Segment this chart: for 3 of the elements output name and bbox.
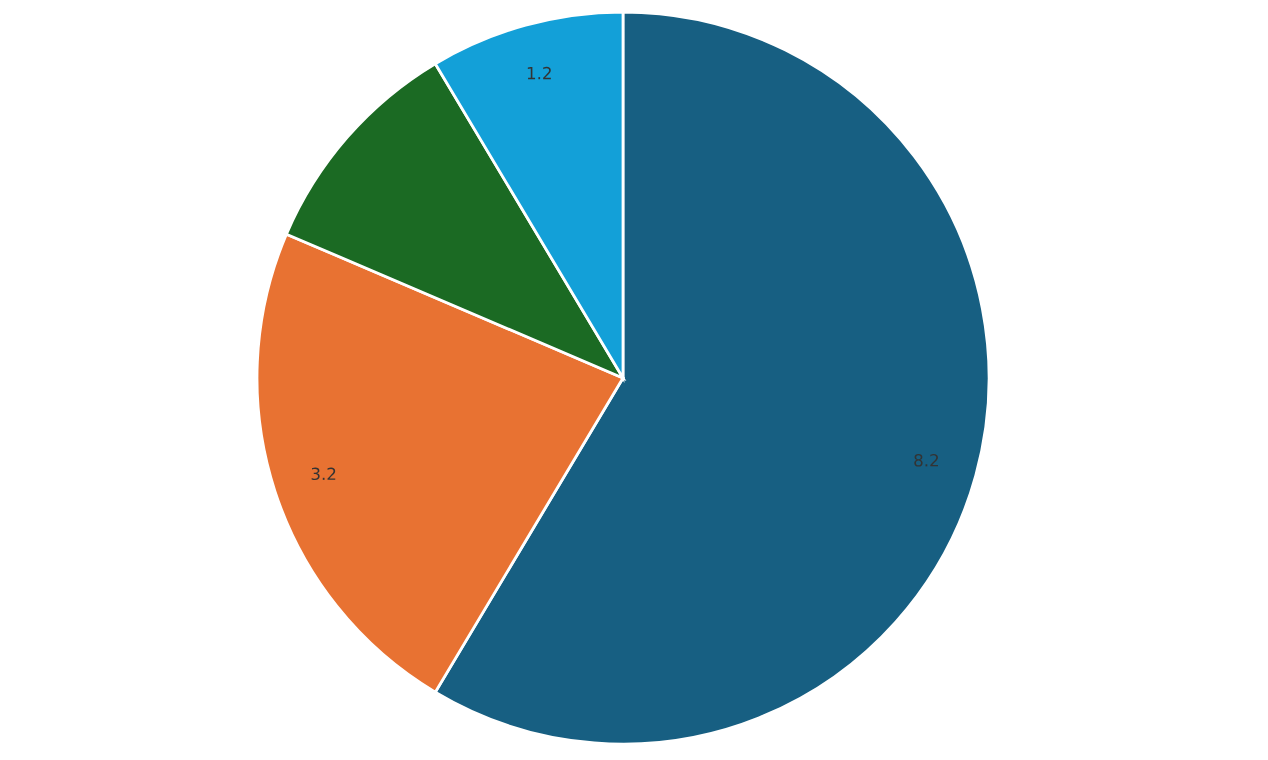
data-label: 8.2 — [914, 453, 938, 467]
data-label: 1.2 — [527, 66, 551, 80]
data-label: 3.2 — [311, 467, 336, 481]
